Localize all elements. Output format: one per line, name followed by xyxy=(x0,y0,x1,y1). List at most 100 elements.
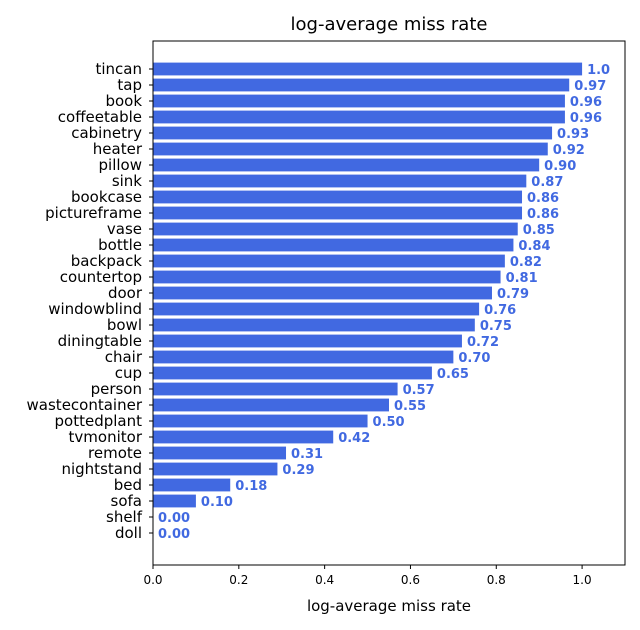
y-tick-label: pillow xyxy=(99,156,142,174)
bar-tvmonitor xyxy=(153,430,334,444)
value-label: 0.50 xyxy=(373,415,405,430)
y-tick-label: bookcase xyxy=(71,188,142,206)
value-label: 0.79 xyxy=(497,287,529,302)
bar-wastecontainer xyxy=(153,398,389,412)
y-tick-label: windowblind xyxy=(48,300,142,318)
bar-windowblind xyxy=(153,302,480,316)
value-label: 0.10 xyxy=(201,495,233,510)
y-tick-label: cup xyxy=(115,364,142,382)
bar-bowl xyxy=(153,318,475,332)
value-label: 0.86 xyxy=(527,191,559,206)
value-label: 0.90 xyxy=(544,159,576,174)
y-tick-label: person xyxy=(91,380,142,398)
value-label: 0.84 xyxy=(518,239,550,254)
value-label: 0.72 xyxy=(467,335,499,350)
x-tick-label: 0.8 xyxy=(487,573,506,587)
bar-chair xyxy=(153,350,454,364)
y-tick-label: backpack xyxy=(71,252,143,270)
bar-tap xyxy=(153,78,570,92)
x-tick-group: 0.0 0.2 0.4 0.6 0.8 1.0 xyxy=(143,565,592,587)
value-label: 0.42 xyxy=(338,431,370,446)
y-tick-label: nightstand xyxy=(61,460,142,478)
value-label: 0.70 xyxy=(458,351,490,366)
plot-frame xyxy=(152,40,626,566)
value-label: 0.31 xyxy=(291,447,323,462)
value-label: 1.0 xyxy=(587,63,610,78)
x-tick-label: 1.0 xyxy=(573,573,592,587)
y-tick-label: shelf xyxy=(106,508,143,526)
y-tick-label: sofa xyxy=(111,492,142,510)
bar-nightstand xyxy=(153,462,278,476)
y-tick-label: pictureframe xyxy=(45,204,142,222)
y-tick-label: remote xyxy=(88,444,142,462)
y-tick-label: tincan xyxy=(95,60,142,78)
value-label: 0.82 xyxy=(510,255,542,270)
value-label: 0.00 xyxy=(158,511,190,526)
y-tick-group: tincantapbookcoffeetablecabinetryheaterp… xyxy=(27,60,153,542)
x-tick-label: 0.2 xyxy=(229,573,248,587)
value-label: 0.97 xyxy=(574,79,606,94)
value-label: 0.96 xyxy=(570,95,602,110)
value-label: 0.65 xyxy=(437,367,469,382)
y-tick-label: bed xyxy=(114,476,142,494)
value-label: 0.29 xyxy=(282,463,314,478)
bar-heater xyxy=(153,142,548,156)
y-tick-label: diningtable xyxy=(58,332,142,350)
x-tick-label: 0.6 xyxy=(401,573,420,587)
bar-countertop xyxy=(153,270,501,284)
y-tick-label: book xyxy=(105,92,142,110)
y-tick-label: heater xyxy=(93,140,143,158)
value-label: 0.00 xyxy=(158,527,190,542)
y-tick-label: bowl xyxy=(107,316,142,334)
bar-cup xyxy=(153,366,432,380)
bar-person xyxy=(153,382,398,396)
value-label: 0.18 xyxy=(235,479,267,494)
bar-backpack xyxy=(153,254,505,268)
bar-sink xyxy=(153,174,527,188)
bar-vase xyxy=(153,222,518,236)
value-label: 0.86 xyxy=(527,207,559,222)
y-tick-label: chair xyxy=(105,348,143,366)
value-label: 0.81 xyxy=(506,271,538,286)
value-label: 0.92 xyxy=(553,143,585,158)
x-axis-label: log-average miss rate xyxy=(307,597,471,615)
bar-sofa xyxy=(153,494,196,508)
bar-door xyxy=(153,286,492,300)
bar-pottedplant xyxy=(153,414,368,428)
y-tick-label: tvmonitor xyxy=(69,428,143,446)
y-tick-label: doll xyxy=(115,524,142,542)
bar-pictureframe xyxy=(153,206,523,220)
chart-title: log-average miss rate xyxy=(291,14,488,35)
value-label: 0.76 xyxy=(484,303,516,318)
bar-book xyxy=(153,94,565,108)
y-tick-label: cabinetry xyxy=(71,124,142,142)
value-label: 0.55 xyxy=(394,399,426,414)
value-label: 0.93 xyxy=(557,127,589,142)
value-label: 0.85 xyxy=(523,223,555,238)
y-tick-label: bottle xyxy=(98,236,142,254)
y-tick-label: sink xyxy=(112,172,142,190)
bar-tincan xyxy=(153,62,583,76)
value-label: 0.75 xyxy=(480,319,512,334)
x-tick-label: 0.4 xyxy=(315,573,334,587)
y-tick-label: door xyxy=(108,284,143,302)
value-label: 0.96 xyxy=(570,111,602,126)
bar-bed xyxy=(153,478,231,492)
bar-remote xyxy=(153,446,287,460)
value-label: 0.87 xyxy=(531,175,563,190)
y-tick-label: pottedplant xyxy=(55,412,143,430)
y-tick-label: countertop xyxy=(60,268,142,286)
y-tick-label: wastecontainer xyxy=(27,396,143,414)
bar-cabinetry xyxy=(153,126,553,140)
y-tick-label: vase xyxy=(107,220,142,238)
bars-group xyxy=(153,62,583,508)
value-label-group: 1.00.970.960.960.930.920.900.870.860.860… xyxy=(158,63,610,542)
bar-bottle xyxy=(153,238,514,252)
value-label: 0.57 xyxy=(403,383,435,398)
bar-diningtable xyxy=(153,334,462,348)
bar-pillow xyxy=(153,158,540,172)
bar-coffeetable xyxy=(153,110,565,124)
bar-bookcase xyxy=(153,190,523,204)
y-tick-label: coffeetable xyxy=(58,108,142,126)
